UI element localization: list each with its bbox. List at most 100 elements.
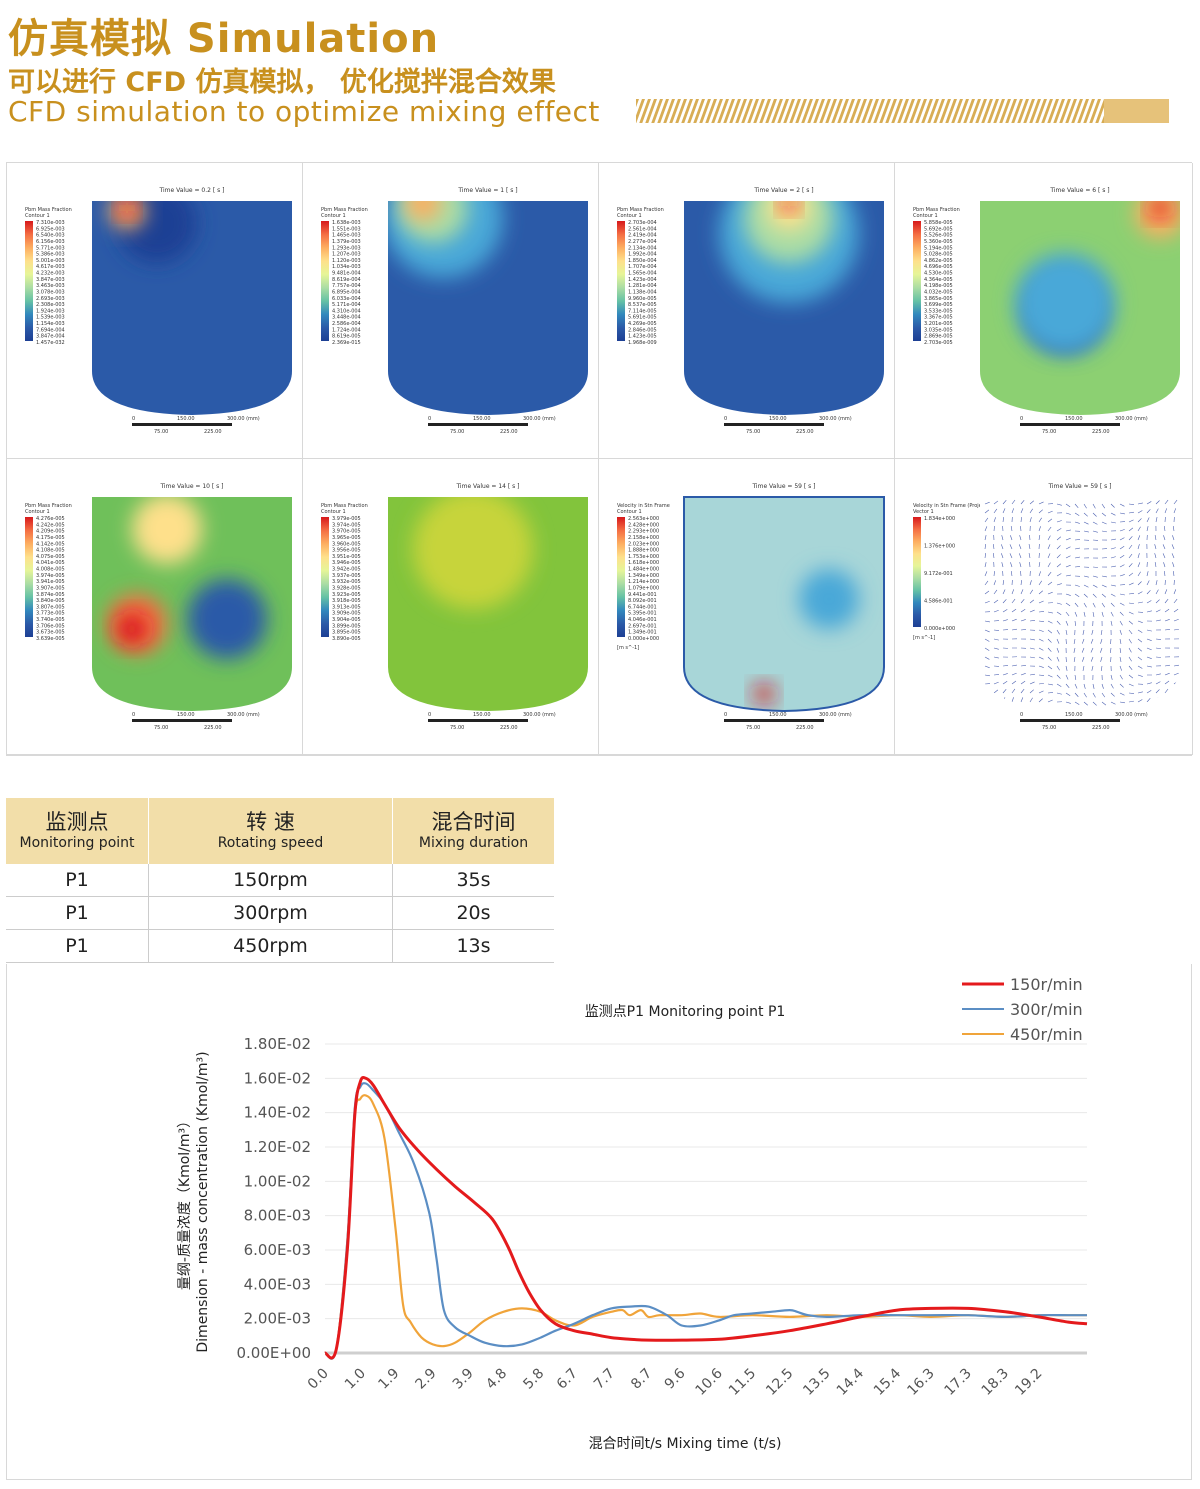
- velocity-vector: [1119, 503, 1125, 507]
- velocity-vector: [1074, 566, 1081, 568]
- velocity-vector: [1110, 556, 1116, 559]
- sim-legend-subtitle: Contour 1: [617, 213, 642, 219]
- sim-legend-value: 8.619e-005: [332, 334, 361, 340]
- velocity-vector: [1154, 544, 1157, 550]
- sim-render: Time Value = 59 [ s ] Velocity in Stn Fra…: [617, 483, 885, 731]
- velocity-vector: [1119, 555, 1125, 559]
- sim-colorbar: [913, 221, 921, 341]
- scale-label: 150.00: [177, 416, 195, 422]
- velocity-vector: [1128, 582, 1134, 586]
- scale-label: 225.00: [796, 725, 814, 731]
- velocity-vector: [1137, 535, 1141, 541]
- sim-legend-value: 9.172e-001: [924, 571, 953, 577]
- sim-legend-value: 3.699e-005: [924, 302, 953, 308]
- velocity-vector: [1092, 611, 1095, 617]
- velocity-vector: [1100, 647, 1103, 653]
- velocity-vector: [1100, 656, 1103, 662]
- sim-legend-value: 1.539e-003: [36, 315, 65, 321]
- sim-legend-title: Pbm Mass Fraction: [25, 503, 72, 509]
- velocity-vector: [1020, 629, 1027, 631]
- sim-legend-title: Pbm Mass Fraction: [25, 207, 72, 213]
- sim-legend-subtitle: Contour 1: [617, 509, 642, 515]
- contour-region: [413, 497, 533, 609]
- scale-label: 0: [724, 712, 727, 718]
- velocity-vector: [1137, 518, 1142, 523]
- sim-legend-value: 1.207e-003: [332, 252, 361, 258]
- velocity-vector: [1154, 535, 1157, 541]
- velocity-vector: [1146, 638, 1152, 642]
- contour-region: [405, 201, 441, 221]
- velocity-vector: [1110, 584, 1116, 587]
- scale-label: 75.00: [450, 725, 464, 731]
- velocity-vector: [1038, 535, 1041, 541]
- y-tick-label: 2.00E-03: [244, 1310, 311, 1328]
- velocity-vector: [1047, 683, 1053, 686]
- velocity-vector: [1128, 692, 1135, 694]
- sim-legend-unit: [m s^-1]: [913, 635, 935, 641]
- velocity-vector: [1065, 611, 1070, 617]
- sim-legend-value: 3.639e-005: [36, 636, 65, 642]
- x-tick-label: 2.9: [413, 1366, 440, 1393]
- velocity-vector: [1137, 699, 1143, 703]
- velocity-vector: [1128, 647, 1132, 653]
- x-tick-label: 8.7: [628, 1366, 655, 1393]
- velocity-vector: [1137, 665, 1143, 669]
- velocity-vector: [1155, 619, 1161, 622]
- sim-legend-value: 7.114e-005: [628, 308, 657, 314]
- sim-legend-value: 4.617e-003: [36, 264, 65, 270]
- velocity-vector: [1011, 664, 1017, 667]
- sim-colorbar: [321, 221, 329, 341]
- velocity-vector: [1020, 516, 1022, 523]
- velocity-vector: [1020, 665, 1026, 667]
- velocity-vector: [1137, 629, 1143, 633]
- sim-legend-value: 4.046e-001: [628, 617, 657, 623]
- velocity-vector: [1173, 608, 1179, 613]
- sim-legend-value: 6.156e-003: [36, 239, 65, 245]
- sim-time-label: Time Value = 10 [ s ]: [159, 483, 223, 490]
- velocity-vector: [1056, 554, 1061, 559]
- velocity-vector: [984, 509, 990, 514]
- velocity-vector: [1137, 620, 1143, 623]
- velocity-vector: [1146, 590, 1151, 595]
- sim-legend-title: Pbm Mass Fraction: [913, 207, 960, 213]
- contour-region: [754, 684, 774, 704]
- velocity-vector: [984, 638, 990, 642]
- sim-render: Time Value = 6 [ s ] Pbm Mass FractionCon…: [913, 187, 1180, 435]
- velocity-vector: [1092, 692, 1096, 698]
- sim-legend-value: 3.951e-005: [332, 554, 361, 560]
- scale-label: 0: [1020, 712, 1023, 718]
- velocity-vector: [1038, 526, 1041, 532]
- velocity-vector: [993, 697, 998, 703]
- sim-legend-subtitle: Contour 1: [321, 509, 346, 515]
- velocity-vector: [1038, 571, 1041, 577]
- velocity-vector: [1119, 629, 1122, 635]
- velocity-vector: [1146, 629, 1152, 632]
- velocity-vector: [1029, 638, 1035, 641]
- x-tick-label: 11.5: [726, 1366, 759, 1399]
- velocity-vector: [993, 656, 999, 659]
- velocity-vector: [1092, 521, 1098, 525]
- velocity-vector: [992, 553, 995, 559]
- velocity-vector: [1029, 517, 1032, 523]
- velocity-vector: [1065, 529, 1071, 532]
- velocity-vector: [1056, 683, 1062, 687]
- velocity-vector: [1162, 544, 1166, 550]
- sim-legend-value: 2.697e-001: [628, 623, 657, 629]
- velocity-vector: [1047, 656, 1052, 661]
- scale-label: 300.00 (mm): [227, 416, 260, 422]
- scale-label: 225.00: [1092, 429, 1110, 435]
- contour-region: [132, 497, 202, 564]
- sim-legend-value: 1.753e+000: [628, 554, 659, 560]
- sim-legend-value: 4.310e-004: [332, 308, 361, 314]
- velocity-vector: [1171, 553, 1175, 559]
- velocity-vector: [1146, 698, 1151, 703]
- sim-colorbar: [25, 517, 33, 637]
- y-tick-label: 1.80E-02: [244, 1035, 311, 1053]
- sim-render: Time Value = 10 [ s ] Pbm Mass FractionCo…: [25, 483, 292, 731]
- velocity-vector: [1173, 688, 1178, 694]
- velocity-vector: [1056, 629, 1060, 635]
- sim-legend-value: 1.924e-003: [36, 308, 65, 314]
- table-cell: 150rpm: [148, 864, 393, 897]
- velocity-vector: [1065, 555, 1071, 559]
- velocity-vector: [1083, 692, 1087, 698]
